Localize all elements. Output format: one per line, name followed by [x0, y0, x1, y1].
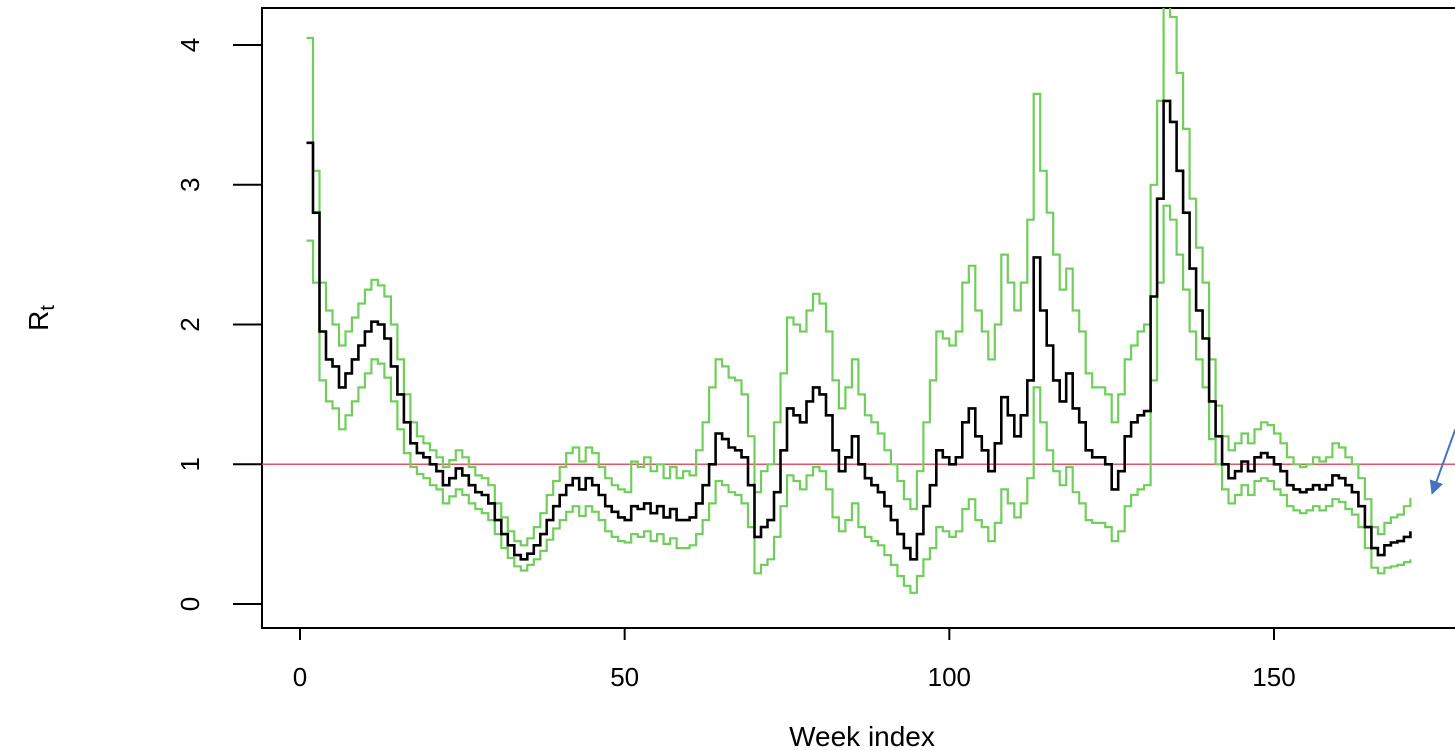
series-line-lower	[306, 204, 1412, 594]
x-tick-label-0: 0	[293, 662, 307, 692]
y-axis-title-subscript: t	[37, 305, 59, 311]
y-tick-label-0: 0	[175, 597, 205, 611]
series-line-upper	[306, 8, 1412, 547]
svg-text:0: 0	[175, 597, 205, 611]
x-tick-label-50: 50	[610, 662, 639, 692]
x-tick-label-150: 150	[1252, 662, 1295, 692]
y-tick-label-2: 2	[175, 317, 205, 331]
axes: 0 50 100 150 0 1 2 3 4	[175, 38, 1296, 692]
plot-frame	[261, 7, 1455, 629]
annotation-arrow	[1429, 428, 1455, 495]
svg-text:4: 4	[175, 38, 205, 52]
y-tick-label-4: 4	[175, 38, 205, 52]
x-tick-label-100: 100	[928, 662, 971, 692]
svg-text:1: 1	[175, 457, 205, 471]
y-tick-label-3: 3	[175, 178, 205, 192]
y-tick-label-1: 1	[175, 457, 205, 471]
svg-text:3: 3	[175, 178, 205, 192]
series-line-estimate	[306, 99, 1412, 561]
svg-text:2: 2	[175, 317, 205, 331]
y-axis-title: Rt	[23, 305, 59, 331]
x-axis-title: Week index	[789, 721, 935, 751]
y-axis-title-main: R	[23, 311, 54, 331]
series-layer	[306, 8, 1412, 594]
svg-text:Rt: Rt	[23, 305, 59, 331]
